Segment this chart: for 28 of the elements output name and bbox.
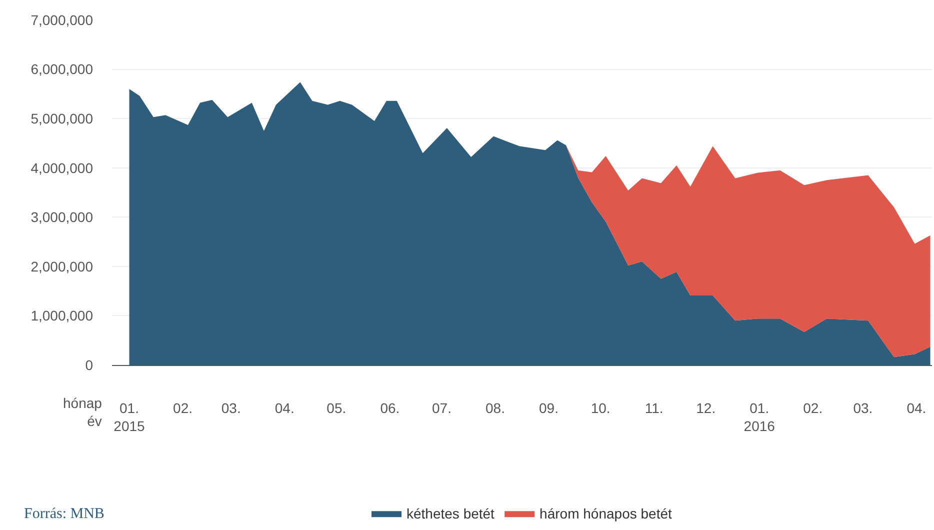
legend-label: kéthetes betét xyxy=(406,506,495,522)
x-tick-label: 03. xyxy=(221,400,241,416)
y-tick-label: 1,000,000 xyxy=(30,308,94,324)
legend-label: három hónapos betét xyxy=(540,506,672,522)
x-tick-label: 01. 2016 xyxy=(744,400,776,434)
text: Forrás: MNB xyxy=(24,506,104,522)
x-tick-label: 07. xyxy=(432,400,452,416)
x-tick-label: 11. xyxy=(644,400,664,416)
x-tick-label: 10. xyxy=(590,400,610,416)
x-tick-label: 01. 2015 xyxy=(114,400,146,434)
x-tick-label: 04. xyxy=(906,400,926,416)
x-tick-label: 05. xyxy=(326,400,346,416)
y-tick-label: 0 xyxy=(85,356,94,373)
y-tick-label: 4,000,000 xyxy=(30,160,94,176)
x-tick-label: 09. xyxy=(539,400,558,416)
x-axis-title: hónap év xyxy=(63,395,102,430)
y-tick-label: 2,000,000 xyxy=(30,258,94,274)
x-tick-label: 04. xyxy=(274,400,294,416)
x-tick-label: 02. xyxy=(803,400,823,416)
x-tick-label: 08. xyxy=(486,400,505,416)
y-tick-label: 7,000,000 xyxy=(30,12,94,28)
x-tick-label: 12. xyxy=(696,400,716,416)
x-tick-label: 06. xyxy=(380,400,400,416)
x-tick-label: 03. xyxy=(853,400,873,416)
y-tick-label: 3,000,000 xyxy=(30,209,94,226)
y-tick-label: 6,000,000 xyxy=(30,61,94,78)
x-tick-label: 02. xyxy=(173,400,193,416)
y-tick-label: 5,000,000 xyxy=(30,110,94,126)
